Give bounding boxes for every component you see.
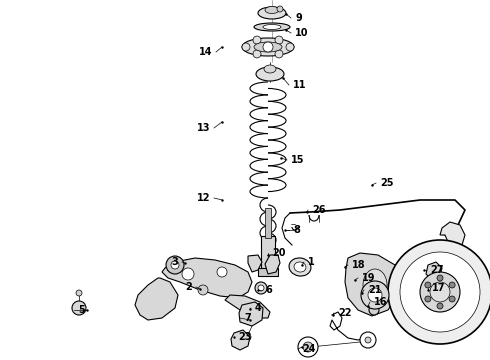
Ellipse shape <box>363 269 387 301</box>
Circle shape <box>76 290 82 296</box>
Polygon shape <box>426 262 442 280</box>
Text: 20: 20 <box>272 248 286 258</box>
Circle shape <box>420 272 460 312</box>
Circle shape <box>437 303 443 309</box>
Polygon shape <box>162 258 252 298</box>
Circle shape <box>255 282 267 294</box>
Text: 2: 2 <box>185 282 192 292</box>
Circle shape <box>303 342 313 352</box>
Polygon shape <box>265 255 280 274</box>
Circle shape <box>400 252 480 332</box>
Circle shape <box>171 261 179 269</box>
Circle shape <box>253 50 261 58</box>
Circle shape <box>263 42 273 52</box>
Polygon shape <box>225 295 270 318</box>
Text: 14: 14 <box>198 47 212 57</box>
Text: 1: 1 <box>308 257 315 267</box>
Polygon shape <box>135 278 178 320</box>
Circle shape <box>369 305 379 315</box>
Circle shape <box>298 337 318 357</box>
Circle shape <box>258 285 264 291</box>
Circle shape <box>388 240 490 344</box>
Text: 24: 24 <box>302 344 316 354</box>
Ellipse shape <box>254 42 282 52</box>
Text: 26: 26 <box>312 205 325 215</box>
Text: 4: 4 <box>255 303 262 313</box>
Circle shape <box>449 296 455 302</box>
Polygon shape <box>231 330 250 350</box>
Text: 18: 18 <box>352 260 366 270</box>
Circle shape <box>360 332 376 348</box>
Ellipse shape <box>254 23 290 31</box>
Polygon shape <box>261 236 275 268</box>
Text: 22: 22 <box>338 308 351 318</box>
Text: 8: 8 <box>293 225 300 235</box>
Polygon shape <box>248 255 262 272</box>
Circle shape <box>430 282 450 302</box>
Text: 12: 12 <box>196 193 210 203</box>
Circle shape <box>275 36 283 44</box>
Text: 23: 23 <box>238 332 251 342</box>
Text: 11: 11 <box>293 80 307 90</box>
Circle shape <box>198 285 208 295</box>
Circle shape <box>242 43 250 51</box>
Text: 3: 3 <box>171 257 178 267</box>
Circle shape <box>253 36 261 44</box>
Text: 10: 10 <box>295 28 309 38</box>
Ellipse shape <box>256 67 284 81</box>
Text: 21: 21 <box>368 285 382 295</box>
Circle shape <box>425 296 431 302</box>
Circle shape <box>277 6 283 12</box>
Ellipse shape <box>264 65 276 73</box>
Circle shape <box>275 50 283 58</box>
Polygon shape <box>239 302 263 326</box>
Circle shape <box>72 301 86 315</box>
Text: 17: 17 <box>432 283 445 293</box>
Text: 5: 5 <box>78 305 85 315</box>
Ellipse shape <box>242 38 294 56</box>
Polygon shape <box>345 253 400 316</box>
Text: 25: 25 <box>380 178 393 188</box>
Text: 7: 7 <box>244 313 251 323</box>
Polygon shape <box>440 222 465 248</box>
Text: 15: 15 <box>291 155 304 165</box>
Ellipse shape <box>294 262 306 272</box>
Text: 13: 13 <box>196 123 210 133</box>
Circle shape <box>449 282 455 288</box>
Circle shape <box>217 267 227 277</box>
Ellipse shape <box>263 24 281 30</box>
Circle shape <box>182 268 194 280</box>
Ellipse shape <box>289 258 311 276</box>
Circle shape <box>361 281 389 309</box>
Circle shape <box>166 256 184 274</box>
Circle shape <box>437 275 443 281</box>
Text: 19: 19 <box>362 273 375 283</box>
Circle shape <box>368 288 382 302</box>
Text: 27: 27 <box>430 265 443 275</box>
Text: 9: 9 <box>295 13 302 23</box>
Text: 6: 6 <box>265 285 272 295</box>
Ellipse shape <box>265 6 279 13</box>
Circle shape <box>365 337 371 343</box>
Polygon shape <box>265 208 271 238</box>
Circle shape <box>425 282 431 288</box>
Ellipse shape <box>258 7 286 19</box>
Circle shape <box>243 333 251 341</box>
Polygon shape <box>258 268 278 276</box>
Circle shape <box>286 43 294 51</box>
Text: 16: 16 <box>374 297 388 307</box>
